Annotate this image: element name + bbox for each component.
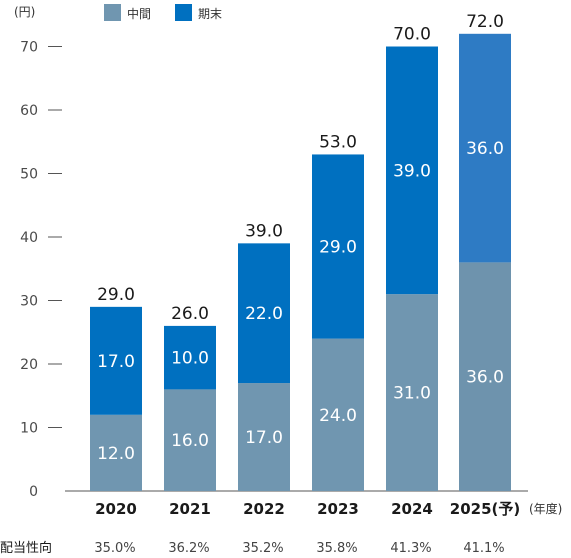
- data-label-year-end: 17.0: [97, 352, 135, 372]
- y-axis: 0 10 20 30 40 50 60 70: [20, 40, 62, 500]
- bar-interim: [238, 383, 290, 491]
- y-unit-label: (円): [14, 5, 35, 19]
- payout-ratio-label: 配当性向: [0, 540, 52, 556]
- x-tick-label: 2025(予): [450, 500, 520, 518]
- bar-interim: [459, 262, 511, 491]
- x-tick-label: 2023: [317, 500, 359, 518]
- bar-interim: [386, 294, 438, 491]
- x-tick-label: 2022: [243, 500, 285, 518]
- bar-interim: [164, 389, 216, 491]
- data-label-total: 53.0: [319, 132, 357, 152]
- payout-ratio-value: 36.2%: [168, 541, 209, 556]
- y-tick-label: 70: [20, 40, 38, 56]
- legend-label-year-end: 期末: [198, 7, 222, 21]
- y-tick-label: 60: [20, 103, 38, 119]
- data-label-total: 39.0: [245, 221, 283, 241]
- payout-ratio-row: 35.0% 36.2% 35.2% 35.8% 41.3% 41.1%: [94, 541, 504, 556]
- data-label-year-end: 39.0: [393, 161, 431, 181]
- data-label-total: 26.0: [171, 304, 209, 324]
- data-label-total: 72.0: [466, 12, 504, 32]
- y-tick-label: 40: [20, 230, 38, 246]
- payout-ratio-value: 41.3%: [390, 541, 431, 556]
- data-label-interim: 17.0: [245, 428, 283, 448]
- bar-interim: [312, 338, 364, 491]
- y-tick-label: 20: [20, 357, 38, 373]
- x-axis-labels: 2020 2021 2022 2023 2024 2025(予): [95, 500, 520, 518]
- legend-swatch-interim: [104, 4, 121, 21]
- data-label-interim: 31.0: [393, 384, 431, 404]
- bar-year-end: [459, 33, 511, 263]
- data-label-year-end: 29.0: [319, 238, 357, 258]
- x-tick-label: 2021: [169, 500, 211, 518]
- y-tick-label: 50: [20, 167, 38, 183]
- y-tick-label: 10: [20, 421, 38, 437]
- data-label-interim: 16.0: [171, 431, 209, 451]
- legend: 中間 期末: [104, 4, 222, 21]
- data-label-interim: 12.0: [97, 444, 135, 464]
- bar-interim: [90, 414, 142, 491]
- y-tick-label: 0: [29, 484, 38, 500]
- payout-ratio-value: 35.2%: [242, 541, 283, 556]
- data-label-interim: 24.0: [319, 406, 357, 426]
- data-label-year-end: 36.0: [466, 139, 504, 159]
- legend-swatch-year-end: [175, 4, 192, 21]
- data-label-interim: 36.0: [466, 368, 504, 388]
- x-unit-label: (年度): [529, 501, 562, 516]
- data-label-total: 70.0: [393, 25, 431, 45]
- data-label-year-end: 10.0: [171, 349, 209, 369]
- payout-ratio-value: 41.1%: [463, 541, 504, 556]
- bar-year-end: [312, 154, 364, 339]
- bar-year-end: [386, 46, 438, 295]
- y-tick-label: 30: [20, 294, 38, 310]
- payout-ratio-value: 35.8%: [316, 541, 357, 556]
- payout-ratio-value: 35.0%: [94, 541, 135, 556]
- bar-year-end: [90, 306, 142, 415]
- x-tick-label: 2024: [391, 500, 433, 518]
- data-label-year-end: 22.0: [245, 304, 283, 324]
- data-label-total: 29.0: [97, 285, 135, 305]
- bar-year-end: [164, 325, 216, 390]
- legend-label-interim: 中間: [127, 6, 151, 21]
- bar-year-end: [238, 243, 290, 384]
- x-tick-label: 2020: [95, 500, 137, 518]
- bars: 12.0 17.0 29.0 16.0 10.0 26.0 17.0 22.0 39.0 24.0…: [90, 12, 511, 491]
